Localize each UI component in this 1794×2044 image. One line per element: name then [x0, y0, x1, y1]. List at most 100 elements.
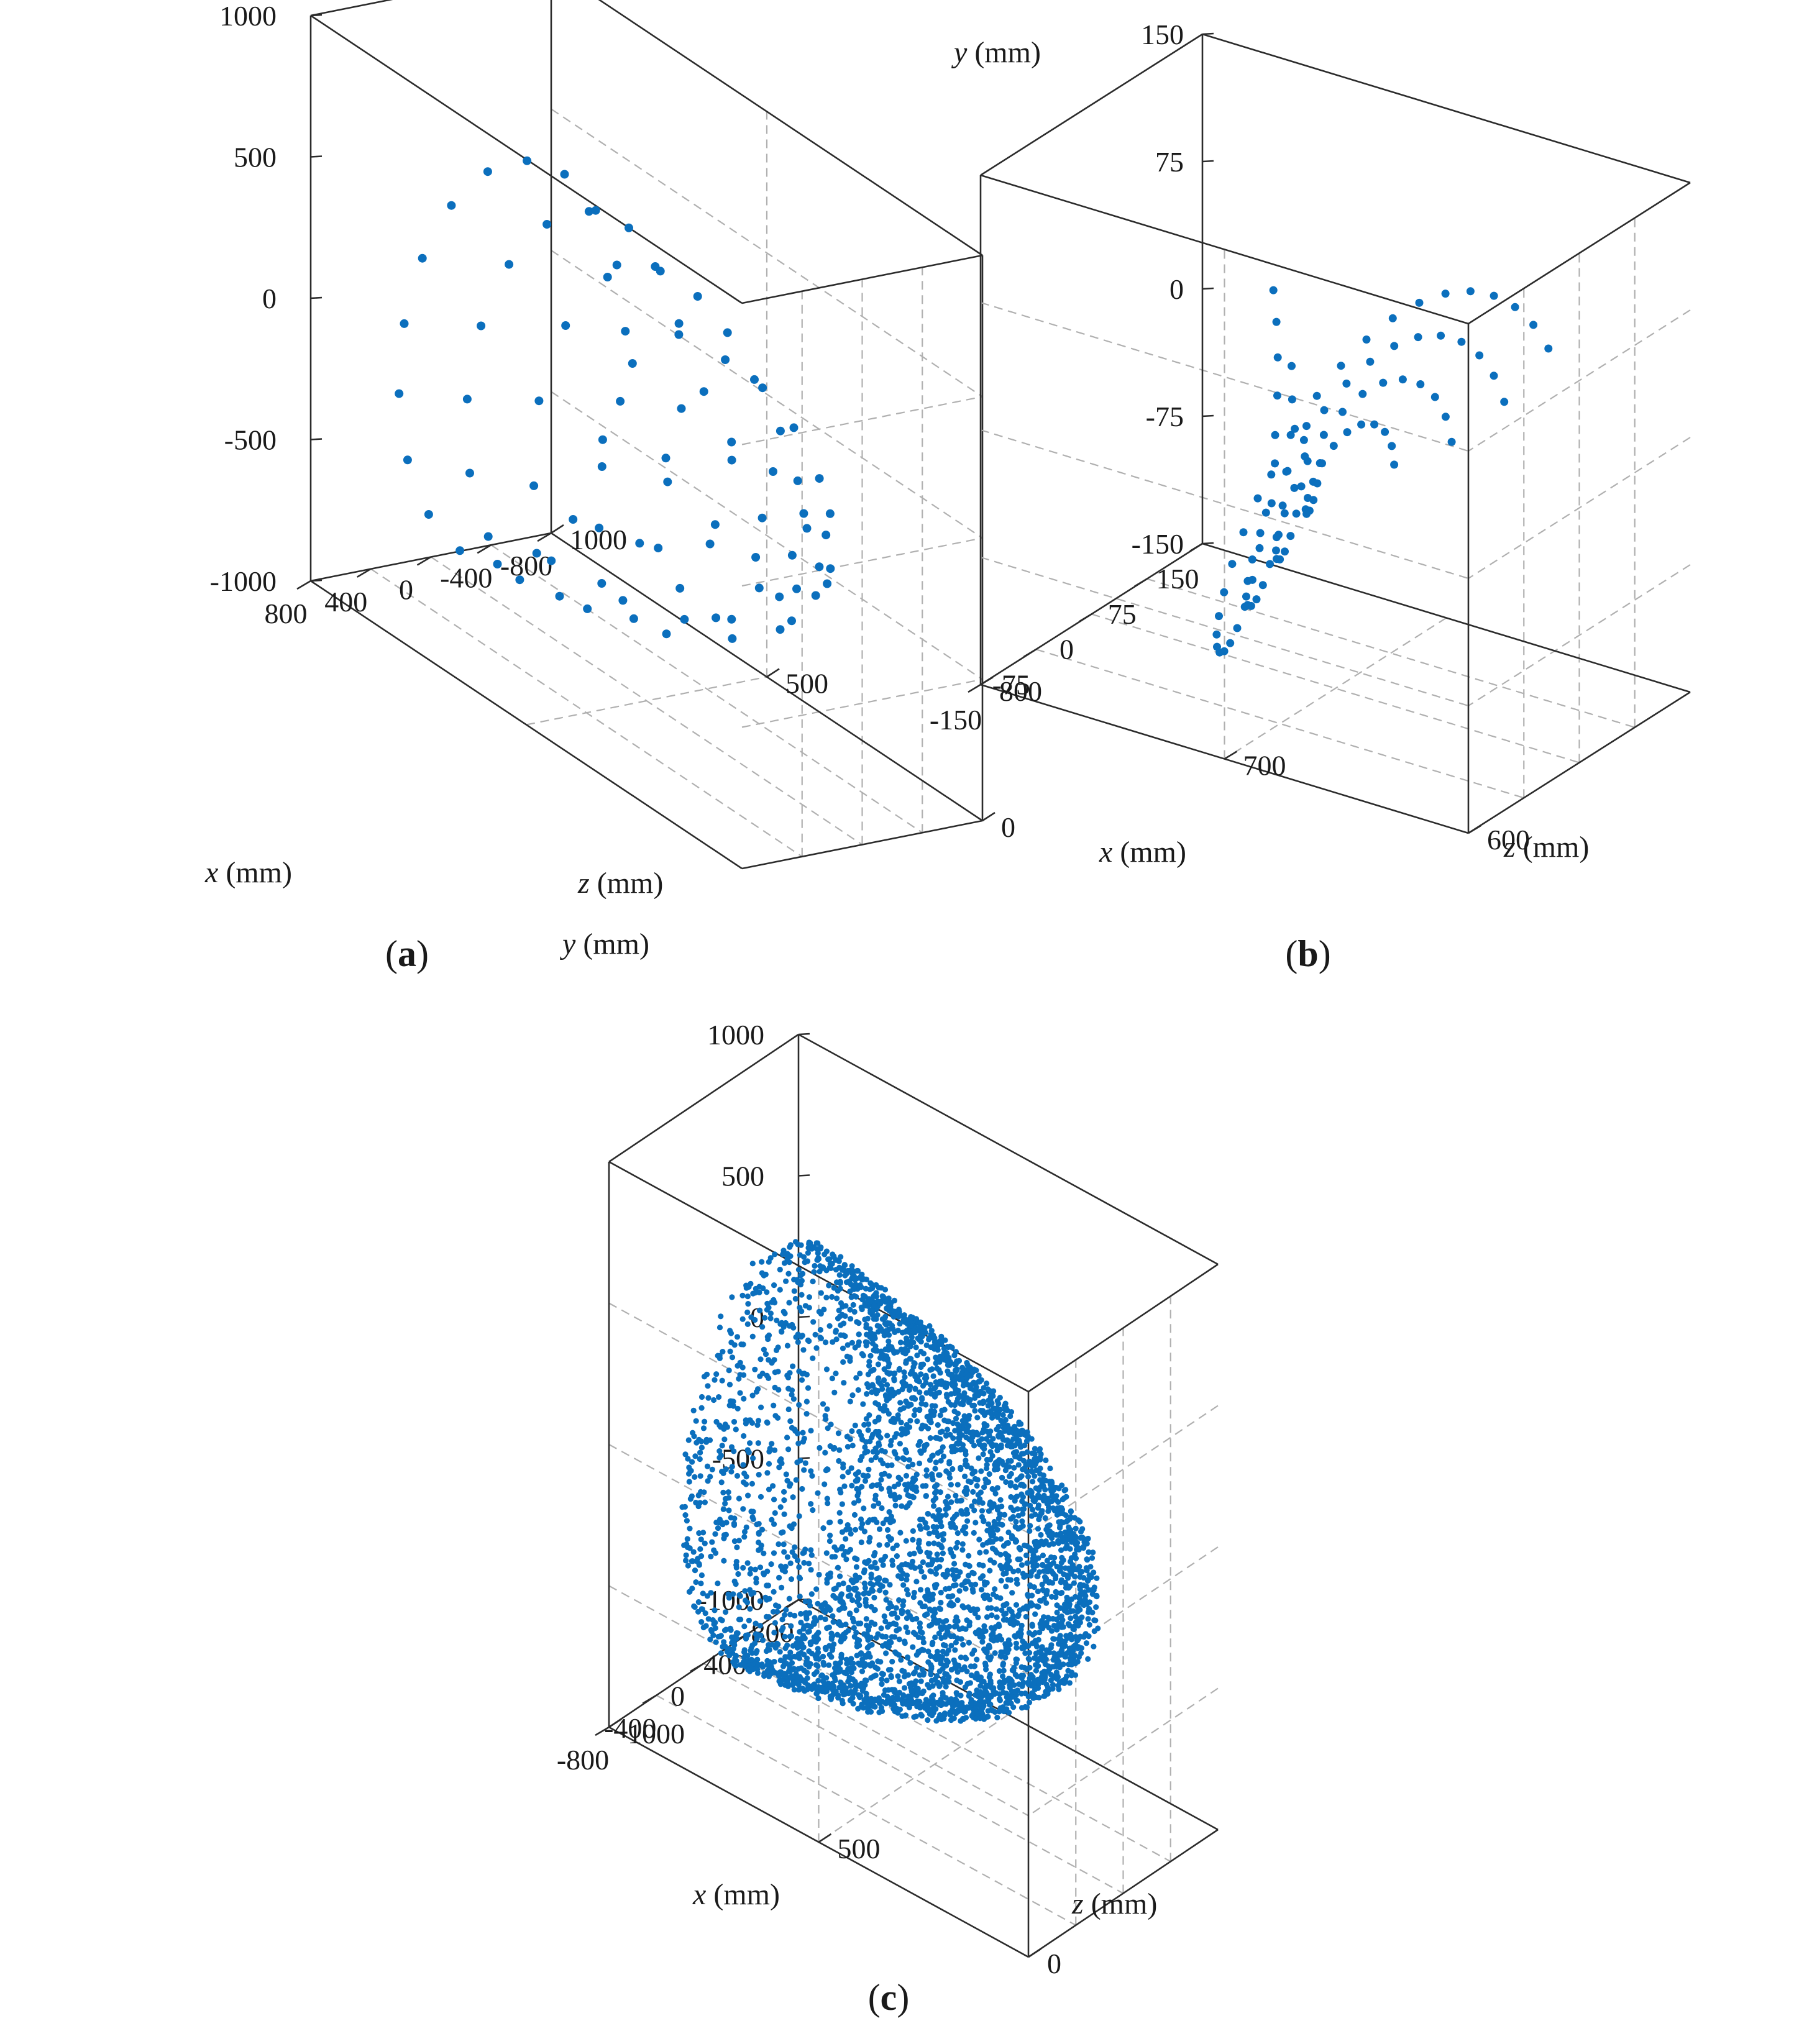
data-point — [774, 1608, 780, 1615]
x-tick-label: 0 — [399, 574, 413, 606]
data-point — [912, 1374, 918, 1380]
data-point — [1343, 428, 1352, 437]
data-point — [710, 1632, 716, 1638]
box-edge — [608, 1033, 799, 1163]
data-point — [720, 1489, 726, 1495]
data-point — [938, 1378, 945, 1384]
box-edge — [798, 1033, 1219, 1266]
grid-line — [551, 108, 983, 398]
data-point — [867, 1330, 874, 1336]
data-point — [936, 1367, 942, 1373]
x-tick-label: -400 — [440, 562, 492, 593]
data-point — [840, 1581, 846, 1587]
data-point — [1066, 1597, 1073, 1603]
data-point — [1014, 1580, 1020, 1587]
data-point — [999, 1474, 1005, 1481]
data-point — [903, 1360, 909, 1366]
data-point — [904, 1421, 910, 1428]
data-point — [946, 1461, 953, 1467]
data-point — [805, 1629, 812, 1635]
data-point — [1023, 1552, 1030, 1559]
panel-label: (c) — [868, 1977, 910, 2018]
y-tick-label: -75 — [1146, 401, 1184, 432]
data-point — [934, 1551, 940, 1558]
data-point — [721, 1426, 727, 1432]
data-point — [817, 1326, 823, 1333]
data-point — [787, 616, 796, 626]
data-point — [867, 1298, 874, 1305]
data-point — [877, 1380, 883, 1387]
data-point — [866, 1362, 872, 1369]
data-point — [849, 1263, 855, 1269]
data-point — [584, 207, 593, 216]
data-point — [799, 1485, 805, 1492]
data-point — [905, 1672, 912, 1678]
data-point — [767, 1310, 774, 1316]
data-point — [943, 1586, 949, 1592]
data-point — [1035, 1604, 1041, 1610]
data-point — [883, 1517, 889, 1523]
data-point — [693, 1500, 699, 1506]
data-point — [779, 1320, 785, 1326]
data-point — [841, 1631, 847, 1638]
data-point — [759, 1371, 766, 1377]
data-point — [986, 1471, 992, 1477]
data-point — [985, 1713, 991, 1720]
data-point — [876, 1500, 882, 1507]
data-point — [1027, 1487, 1033, 1494]
data-point — [903, 1449, 910, 1456]
data-point — [977, 1633, 983, 1640]
data-point — [841, 1320, 847, 1326]
data-point — [1032, 1547, 1038, 1553]
data-point — [785, 1271, 792, 1277]
data-point — [1068, 1508, 1074, 1514]
data-point — [729, 1354, 736, 1361]
data-point — [1004, 1649, 1010, 1656]
data-point — [763, 1613, 770, 1620]
data-point — [1261, 508, 1270, 517]
data-point — [697, 1473, 703, 1479]
data-point — [879, 1676, 885, 1682]
data-point — [774, 1317, 780, 1323]
box-edge — [608, 1161, 1029, 1393]
data-point — [1272, 533, 1281, 542]
data-point — [1305, 506, 1314, 515]
data-point — [875, 1388, 881, 1394]
data-point — [1002, 1467, 1009, 1474]
data-point — [930, 1373, 936, 1379]
data-point — [959, 1547, 966, 1553]
x-axis-label: x (mm) — [1099, 836, 1186, 869]
data-point — [892, 1451, 899, 1457]
data-point — [790, 1494, 796, 1500]
data-point — [663, 477, 672, 486]
data-point — [837, 1573, 843, 1579]
data-point — [948, 1666, 954, 1673]
data-point — [1070, 1608, 1076, 1614]
x-tick-mark — [784, 1599, 799, 1609]
data-point — [964, 1426, 970, 1432]
data-point — [1037, 1471, 1043, 1477]
data-point — [741, 1534, 748, 1540]
data-point — [689, 1585, 695, 1592]
data-point — [1066, 1645, 1073, 1651]
data-point — [859, 1271, 865, 1277]
grid-line — [656, 1694, 1076, 1926]
data-point — [795, 1267, 802, 1273]
data-point — [880, 1293, 886, 1300]
data-point — [850, 1302, 856, 1308]
data-point — [1049, 1664, 1055, 1670]
data-point — [974, 1482, 980, 1489]
data-point — [1286, 431, 1295, 439]
x-tick-mark — [416, 556, 432, 566]
data-point — [945, 1505, 951, 1511]
data-point — [1529, 321, 1538, 329]
data-point — [827, 1607, 833, 1613]
data-point — [986, 1645, 992, 1651]
data-point — [990, 1503, 996, 1510]
data-point — [916, 1460, 923, 1467]
data-point — [994, 1526, 1000, 1533]
data-point — [841, 1483, 848, 1489]
data-point — [917, 1319, 923, 1325]
data-point — [787, 1483, 793, 1489]
data-point — [1006, 1430, 1012, 1436]
